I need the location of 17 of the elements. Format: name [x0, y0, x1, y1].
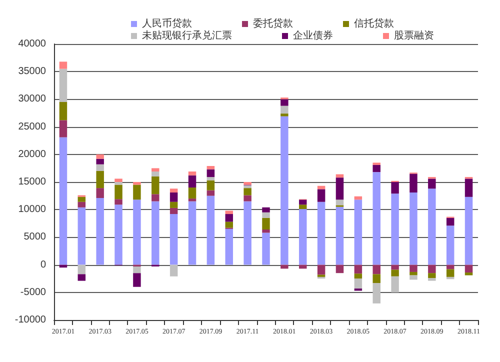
y-tick-label: 20000	[18, 148, 46, 160]
y-tick-label: -5000	[20, 286, 46, 298]
y-tick-label: 10000	[18, 204, 46, 216]
legend-label: 企业债券	[293, 30, 333, 42]
legend-label: 委托贷款	[253, 18, 293, 30]
legend-label: 股票融资	[394, 30, 434, 42]
legend-label: 未贴现银行承兑汇票	[142, 30, 232, 42]
y-tick-label: 5000	[24, 232, 46, 243]
y-tick-label: 0	[40, 259, 46, 270]
legend-label: 信托贷款	[354, 18, 394, 30]
y-tick-label: 35000	[18, 66, 46, 78]
y-tick-label: 25000	[18, 121, 46, 132]
legend-label: 人民币贷款	[142, 18, 192, 30]
y-tick-label: 15000	[18, 176, 46, 188]
y-tick-label: 40000	[18, 38, 46, 50]
y-tick-label: 30000	[18, 94, 46, 105]
y-tick-label: -10000	[14, 314, 46, 326]
